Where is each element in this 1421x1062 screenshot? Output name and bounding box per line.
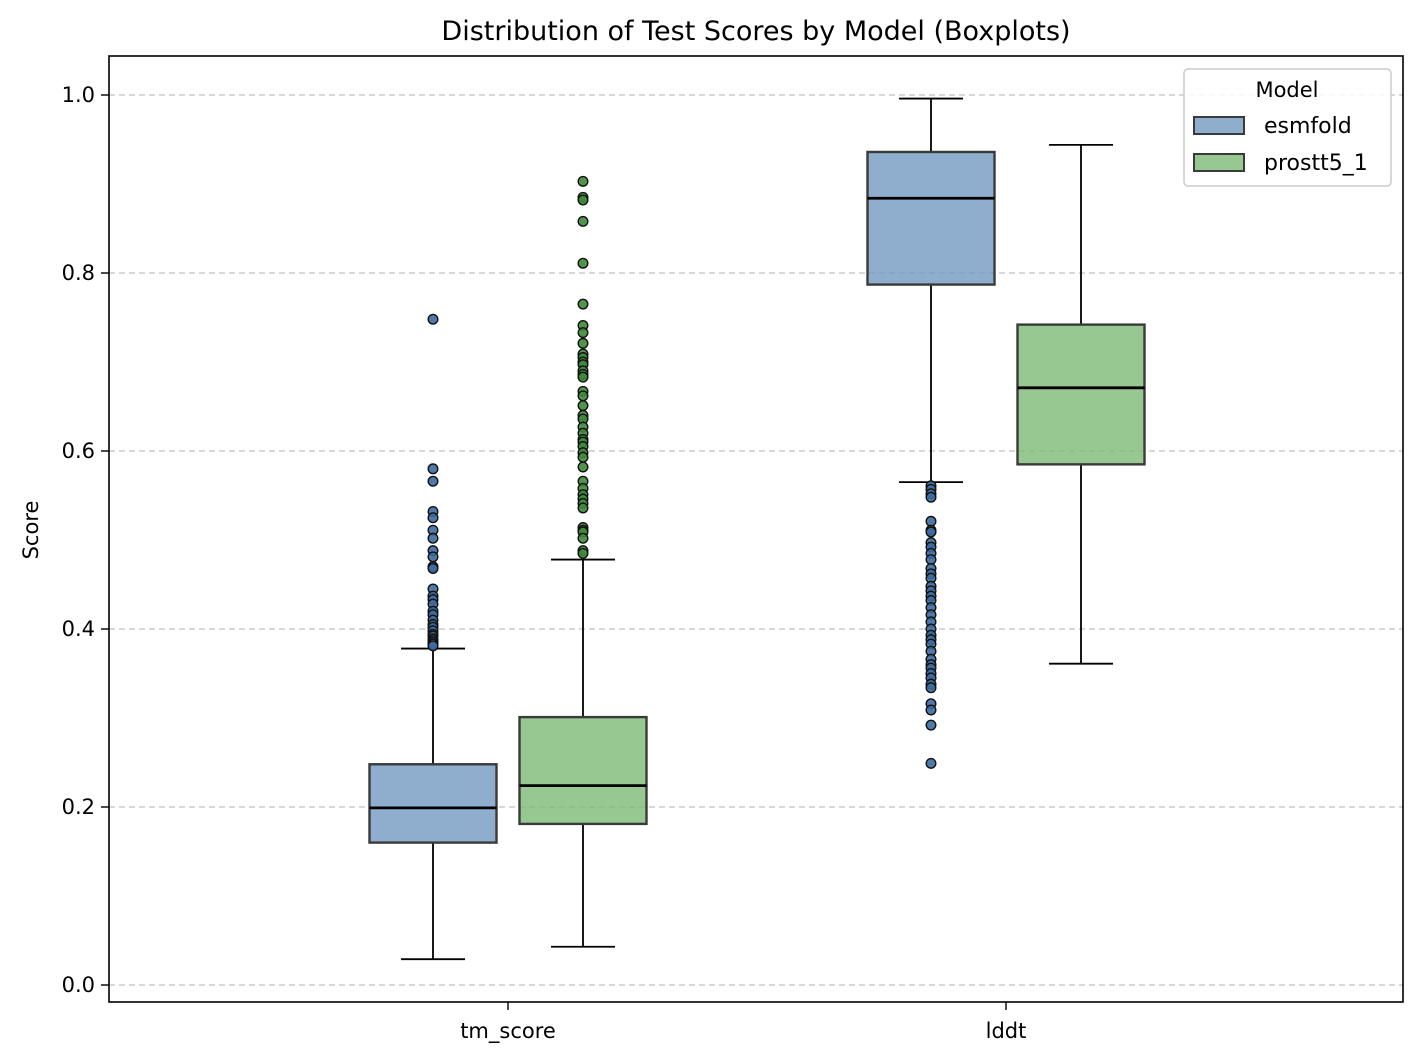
outlier-point: [427, 562, 439, 574]
outlier-point: [925, 757, 937, 769]
y-axis: 0.0 0.2 0.4 0.6 0.8 1.0: [62, 83, 109, 997]
y-tick-label: 0.6: [62, 439, 95, 463]
outlier-point: [427, 640, 439, 652]
boxplot-esmfold-tm_score: [368, 313, 498, 961]
outlier-point: [925, 719, 937, 731]
outlier-point: [427, 475, 439, 487]
outlier-point: [427, 313, 439, 325]
outlier-point: [577, 390, 589, 402]
outlier-point: [577, 194, 589, 206]
outlier-point: [577, 547, 589, 559]
gridlines: [109, 94, 1403, 986]
box-iqr: [518, 715, 648, 826]
legend: Model esmfold prostt5_1: [1183, 68, 1392, 187]
outlier-point: [577, 461, 589, 473]
x-tick-label: tm_score: [460, 1019, 556, 1044]
outlier-point: [577, 502, 589, 514]
y-tick-label: 0.8: [62, 261, 95, 285]
outlier-point: [577, 400, 589, 412]
outlier-point: [577, 327, 589, 339]
legend-label-esmfold: esmfold: [1264, 114, 1352, 139]
y-tick-label: 0.4: [62, 617, 95, 641]
plot-frame: [108, 55, 1404, 1003]
box-iqr: [368, 763, 498, 844]
legend-label-prostt5_1: prostt5_1: [1264, 151, 1368, 176]
boxplot-prostt5_1-lddt: [1016, 143, 1146, 665]
boxplots: [368, 97, 1146, 961]
legend-swatch-esmfold: [1193, 116, 1245, 135]
outlier-point: [577, 175, 589, 187]
outlier-point: [925, 491, 937, 503]
x-tick-label: lddt: [986, 1019, 1027, 1043]
outlier-point: [925, 526, 937, 538]
outlier-point: [427, 551, 439, 563]
legend-swatch-prostt5_1: [1193, 153, 1245, 172]
chart-title: Distribution of Test Scores by Model (Bo…: [441, 16, 1070, 47]
outlier-point: [925, 682, 937, 694]
outlier-point: [925, 554, 937, 566]
outlier-point: [427, 463, 439, 475]
y-axis-label: Score: [19, 501, 43, 560]
legend-title: Model: [1255, 78, 1318, 102]
outlier-point: [427, 512, 439, 524]
boxplot-esmfold-lddt: [866, 97, 996, 769]
outlier-point: [577, 451, 589, 463]
x-axis: tm_score lddt: [460, 1002, 1026, 1044]
box-iqr: [1016, 323, 1146, 466]
outlier-point: [577, 298, 589, 310]
outlier-point: [925, 515, 937, 527]
box-iqr: [866, 150, 996, 286]
outlier-point: [577, 532, 589, 544]
y-tick-label: 1.0: [62, 83, 95, 107]
outlier-point: [577, 257, 589, 269]
outlier-point: [577, 215, 589, 227]
boxplot-prostt5_1-tm_score: [518, 175, 648, 948]
outlier-point: [925, 704, 937, 716]
outlier-point: [427, 532, 439, 544]
outlier-point: [577, 337, 589, 349]
y-tick-label: 0.0: [62, 973, 95, 997]
outlier-point: [577, 371, 589, 383]
y-tick-label: 0.2: [62, 795, 95, 819]
